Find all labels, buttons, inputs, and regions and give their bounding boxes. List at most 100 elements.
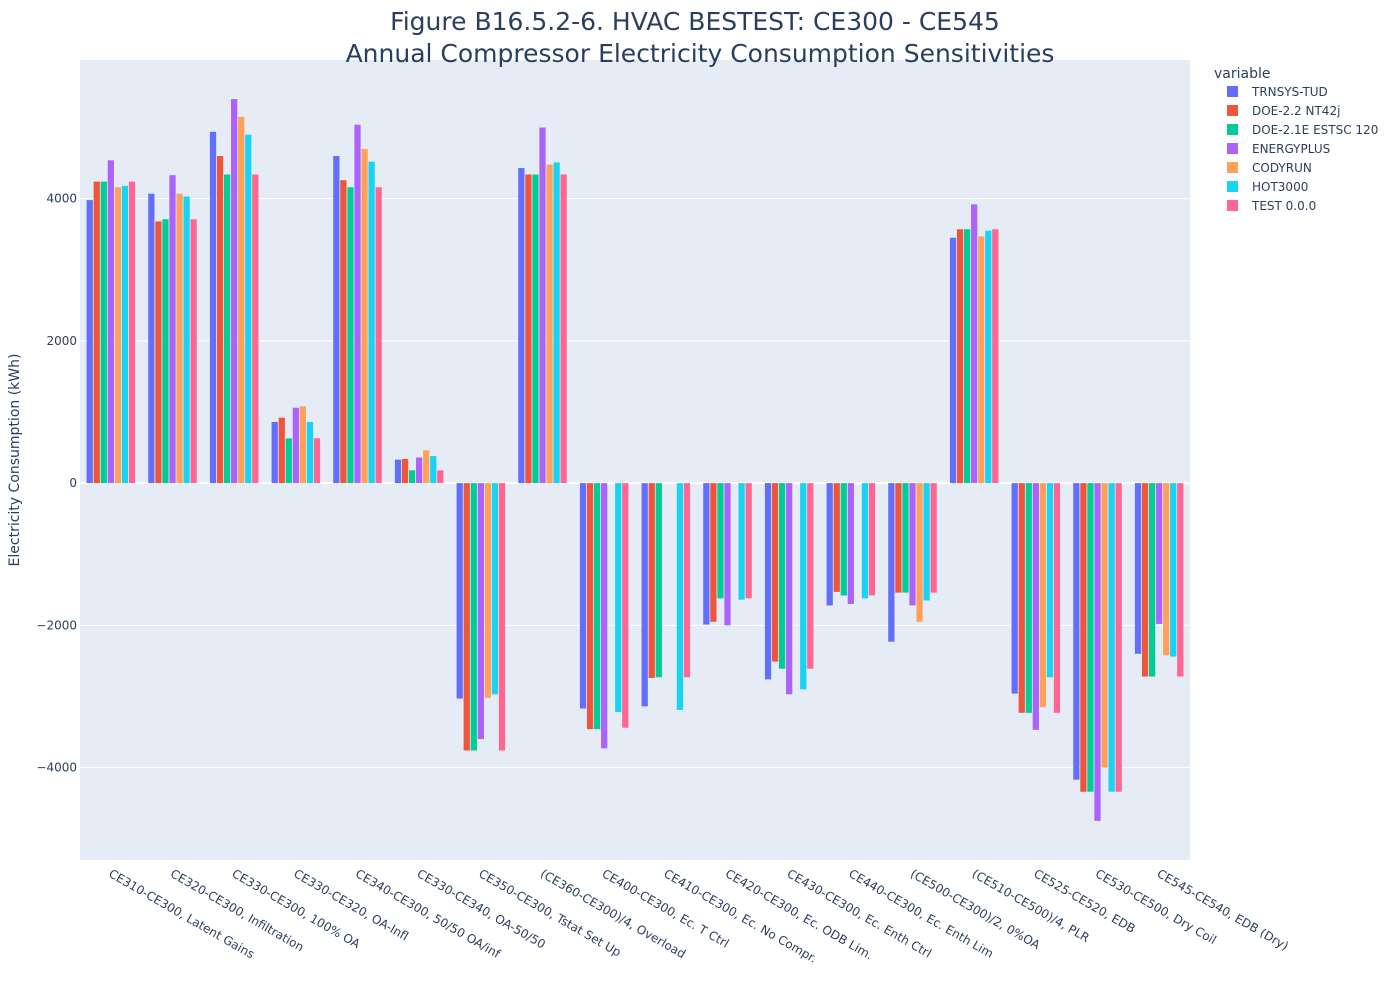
- bar[interactable]: [299, 406, 307, 484]
- bar[interactable]: [114, 187, 122, 484]
- legend-item[interactable]: DOE-2.1E ESTSC 120: [1227, 123, 1378, 137]
- bar[interactable]: [826, 483, 833, 606]
- bar[interactable]: [401, 458, 409, 484]
- bar[interactable]: [1080, 483, 1087, 792]
- bar[interactable]: [1025, 483, 1032, 713]
- bar[interactable]: [909, 483, 916, 606]
- bar[interactable]: [622, 483, 629, 728]
- bar[interactable]: [148, 193, 155, 484]
- bar[interactable]: [786, 483, 793, 695]
- bar[interactable]: [437, 470, 444, 484]
- bar[interactable]: [1053, 483, 1061, 713]
- bar[interactable]: [1156, 483, 1163, 624]
- bar[interactable]: [525, 174, 532, 484]
- legend[interactable]: variable TRNSYS-TUD DOE-2.2 NT42j DOE-2.1E…: [1214, 66, 1378, 213]
- bar[interactable]: [717, 483, 724, 599]
- bar[interactable]: [354, 124, 361, 484]
- bar[interactable]: [764, 483, 772, 680]
- bar[interactable]: [190, 219, 197, 484]
- bar[interactable]: [807, 483, 814, 669]
- bar[interactable]: [128, 181, 136, 484]
- bar[interactable]: [368, 161, 375, 484]
- bar[interactable]: [546, 164, 553, 484]
- bar[interactable]: [456, 483, 463, 699]
- bar[interactable]: [586, 483, 594, 730]
- bar[interactable]: [333, 156, 340, 484]
- bar[interactable]: [1011, 483, 1018, 694]
- bar[interactable]: [423, 450, 430, 484]
- bar[interactable]: [971, 204, 978, 484]
- bar[interactable]: [683, 483, 691, 678]
- bar[interactable]: [86, 200, 93, 484]
- bar[interactable]: [285, 438, 292, 484]
- bar[interactable]: [1163, 483, 1170, 656]
- bar[interactable]: [375, 187, 382, 484]
- bar[interactable]: [340, 180, 347, 484]
- bar[interactable]: [579, 483, 587, 709]
- bar[interactable]: [484, 483, 492, 698]
- bar[interactable]: [1141, 483, 1149, 677]
- bar[interactable]: [1170, 483, 1177, 657]
- bar[interactable]: [271, 421, 278, 484]
- legend-item[interactable]: CODYRUN: [1227, 161, 1312, 175]
- bar[interactable]: [292, 407, 299, 484]
- bar[interactable]: [1018, 483, 1025, 713]
- bar[interactable]: [553, 162, 560, 484]
- bar[interactable]: [923, 483, 930, 601]
- bar[interactable]: [361, 148, 368, 484]
- bar[interactable]: [176, 193, 183, 484]
- bar[interactable]: [1087, 483, 1094, 792]
- bar[interactable]: [833, 483, 840, 592]
- bar[interactable]: [278, 417, 285, 484]
- bar[interactable]: [648, 483, 655, 678]
- bar[interactable]: [655, 483, 662, 678]
- bar[interactable]: [1073, 483, 1080, 780]
- bar[interactable]: [868, 483, 876, 596]
- bar[interactable]: [306, 421, 314, 484]
- bar[interactable]: [93, 181, 100, 484]
- bar[interactable]: [641, 483, 648, 707]
- legend-item[interactable]: DOE-2.2 NT42j: [1227, 104, 1340, 118]
- bar[interactable]: [1108, 483, 1115, 792]
- bar[interactable]: [1094, 483, 1101, 821]
- bar[interactable]: [861, 483, 869, 599]
- bar[interactable]: [771, 483, 779, 662]
- bar[interactable]: [778, 483, 786, 669]
- bar[interactable]: [107, 160, 114, 484]
- bar[interactable]: [1032, 483, 1039, 730]
- bar[interactable]: [477, 483, 484, 740]
- bar[interactable]: [223, 174, 231, 484]
- bar[interactable]: [209, 131, 217, 484]
- bar[interactable]: [847, 483, 854, 604]
- bar[interactable]: [724, 483, 731, 626]
- bar[interactable]: [491, 483, 499, 695]
- bar[interactable]: [992, 229, 999, 484]
- bar[interactable]: [416, 457, 423, 484]
- legend-item[interactable]: TRNSYS-TUD: [1227, 85, 1328, 99]
- bar[interactable]: [560, 174, 567, 484]
- bar[interactable]: [745, 483, 752, 599]
- bar[interactable]: [800, 483, 807, 690]
- bar[interactable]: [930, 483, 937, 593]
- bar[interactable]: [888, 483, 895, 642]
- bar[interactable]: [840, 483, 847, 596]
- bar[interactable]: [710, 483, 717, 622]
- bar[interactable]: [1134, 483, 1142, 654]
- bar[interactable]: [1046, 483, 1054, 678]
- legend-item[interactable]: TEST 0.0.0: [1227, 199, 1316, 213]
- bar[interactable]: [916, 483, 923, 622]
- bar[interactable]: [949, 237, 957, 484]
- bar[interactable]: [216, 156, 224, 484]
- bar[interactable]: [430, 456, 437, 484]
- bar[interactable]: [902, 483, 909, 593]
- bar[interactable]: [1148, 483, 1156, 677]
- bar[interactable]: [183, 196, 190, 484]
- bar[interactable]: [985, 230, 992, 484]
- bar[interactable]: [408, 470, 416, 484]
- bar[interactable]: [498, 483, 506, 751]
- bar[interactable]: [313, 438, 321, 484]
- bar[interactable]: [1115, 483, 1122, 792]
- bar[interactable]: [703, 483, 710, 625]
- bar[interactable]: [1039, 483, 1047, 708]
- bar[interactable]: [231, 99, 238, 484]
